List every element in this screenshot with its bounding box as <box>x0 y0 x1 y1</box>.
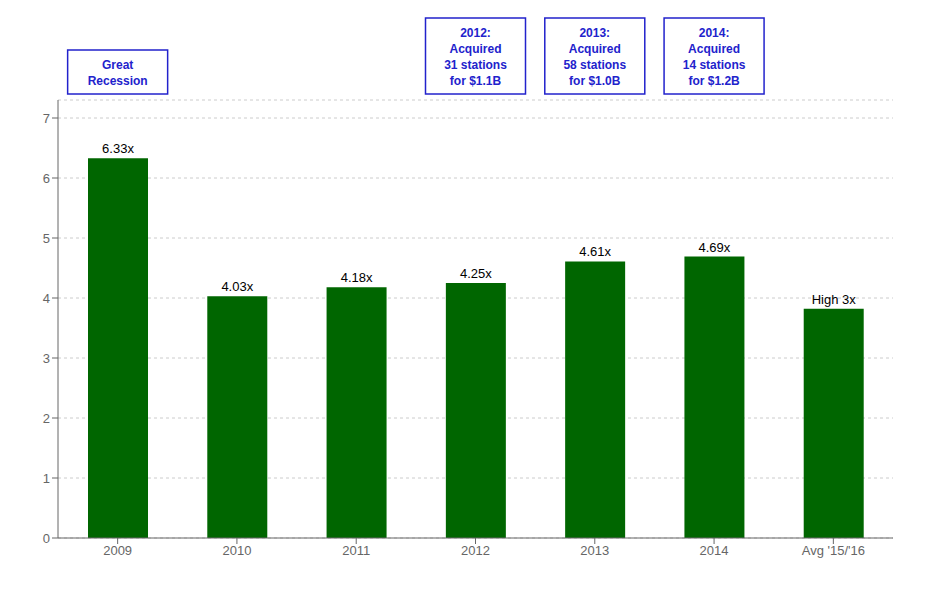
svg-text:2014: 2014 <box>700 543 729 558</box>
svg-text:6: 6 <box>43 171 50 186</box>
svg-text:5: 5 <box>43 231 50 246</box>
svg-text:4.03x: 4.03x <box>221 279 253 294</box>
svg-text:2013:Acquired58 stationsfor $1: 2013:Acquired58 stationsfor $1.0B <box>563 26 626 88</box>
svg-text:2012:Acquired31 stationsfor $1: 2012:Acquired31 stationsfor $1.1B <box>444 26 507 88</box>
svg-text:0: 0 <box>43 531 50 546</box>
svg-text:2010: 2010 <box>222 543 251 558</box>
svg-text:4.69x: 4.69x <box>699 240 731 255</box>
svg-text:2011: 2011 <box>342 543 370 558</box>
svg-text:2: 2 <box>43 411 50 426</box>
svg-text:4.25x: 4.25x <box>460 266 492 281</box>
svg-text:GreatRecession: GreatRecession <box>88 58 148 88</box>
svg-text:2014:Acquired14 stationsfor $1: 2014:Acquired14 stationsfor $1.2B <box>683 26 746 88</box>
svg-text:3: 3 <box>43 351 50 366</box>
svg-text:1: 1 <box>43 471 50 486</box>
svg-text:Avg '15/'16: Avg '15/'16 <box>802 543 865 558</box>
svg-text:2012: 2012 <box>461 543 490 558</box>
svg-text:4: 4 <box>43 291 50 306</box>
svg-text:7: 7 <box>43 111 50 126</box>
svg-text:4.61x: 4.61x <box>579 244 611 259</box>
svg-text:2009: 2009 <box>103 543 132 558</box>
svg-text:High 3x: High 3x <box>812 292 857 307</box>
svg-text:4.18x: 4.18x <box>341 270 373 285</box>
svg-text:2013: 2013 <box>580 543 609 558</box>
svg-text:6.33x: 6.33x <box>102 141 134 156</box>
